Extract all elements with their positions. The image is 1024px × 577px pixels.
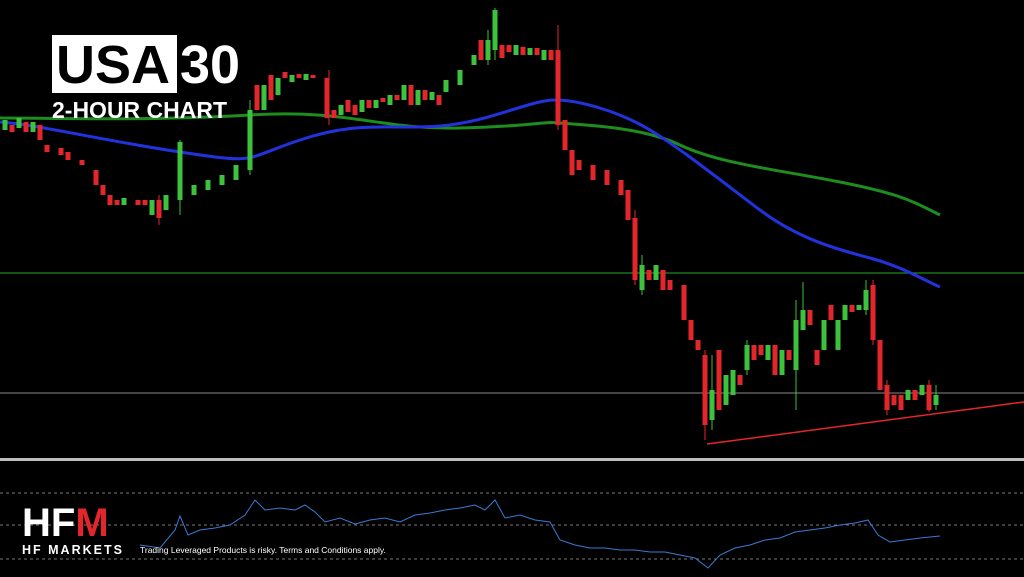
symbol-highlight: USA: [56, 35, 170, 95]
oscillator-line: [139, 499, 941, 569]
bear-candles: [9, 40, 932, 425]
symbol-box: [52, 35, 177, 93]
disclaimer: Trading Leveraged Products is risky. Ter…: [140, 545, 386, 555]
logo-mark-red: M: [75, 501, 108, 545]
bull-candles: [2, 10, 939, 420]
logo-mark-white: HF: [22, 501, 75, 545]
logo-name: HF MARKETS: [22, 543, 124, 557]
subtitle: 2-HOUR CHART: [52, 97, 227, 123]
oscillator-levels: [0, 492, 1024, 560]
trend-line: [706, 401, 1024, 445]
symbol-rest: 30: [180, 35, 240, 95]
panel-separator: [0, 458, 1024, 461]
moving-average-slow: [0, 112, 941, 217]
moving-average-fast: [0, 98, 941, 289]
logo-mark: HFM: [22, 501, 109, 545]
